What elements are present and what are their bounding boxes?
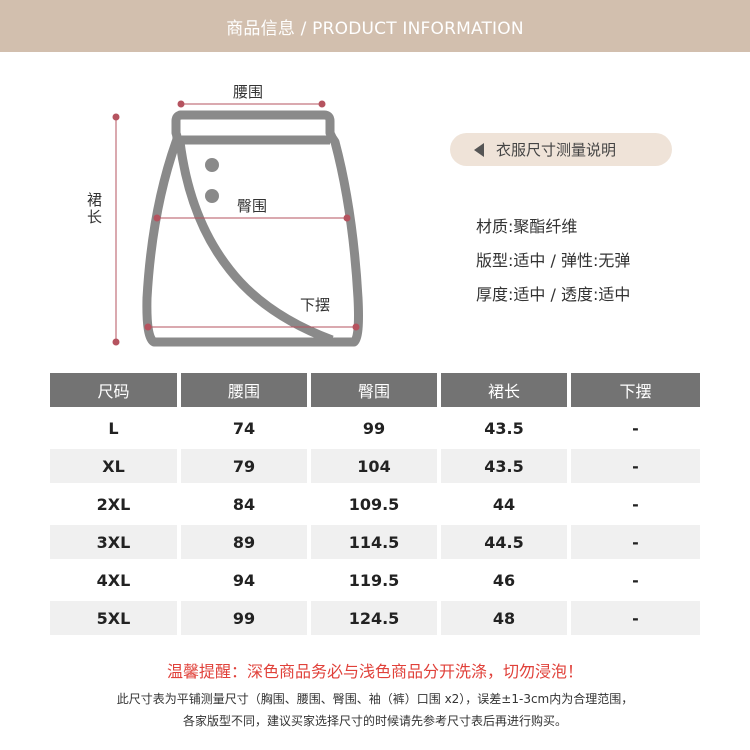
- cell-waist: 74: [232, 418, 256, 438]
- cell-length: 44.5: [441, 525, 567, 559]
- cell-hem: -: [632, 494, 639, 514]
- page-title: 商品信息 / PRODUCT INFORMATION: [226, 18, 524, 39]
- cell-length: 46: [492, 570, 516, 590]
- spec-material: 材质:聚酯纤维: [476, 217, 578, 236]
- table-row: 5XL 99 124.5 48 -: [50, 601, 700, 635]
- wrap-seam: [175, 141, 334, 345]
- purchase-note: 各家版型不同，建议买家选择尺寸的时候请先参考尺寸表后再进行购买。: [182, 714, 567, 728]
- measure-guide-label: 衣服尺寸测量说明: [496, 141, 617, 159]
- cell-hip: 119.5: [348, 570, 400, 590]
- cell-waist: 84: [232, 494, 256, 514]
- cell-waist: 89: [181, 525, 307, 559]
- cell-length: 43.5: [484, 418, 524, 438]
- spec-fit-elasticity: 版型:适中 / 弹性:无弹: [476, 251, 631, 270]
- cell-hip: 109.5: [348, 494, 400, 514]
- header-waist: 腰围: [181, 373, 307, 407]
- header-length: 裙长: [441, 373, 567, 407]
- cell-size: L: [108, 418, 119, 438]
- skirt-diagram: 腰围 臀围 下摆 裙长: [60, 70, 400, 370]
- table-row: XL 79 104 43.5 -: [50, 449, 700, 483]
- cell-hem: -: [632, 570, 639, 590]
- table-row: 2XL 84 109.5 44 -: [50, 487, 700, 521]
- cell-hem: -: [571, 601, 700, 635]
- button-icon: [205, 158, 219, 172]
- spec-thickness-transparency: 厚度:适中 / 透度:适中: [476, 285, 631, 304]
- skirt-outline-graphic: [112, 100, 363, 347]
- cell-length: 43.5: [441, 449, 567, 483]
- header-hip: 臀围: [311, 373, 437, 407]
- cell-waist: 79: [181, 449, 307, 483]
- product-specs: 材质:聚酯纤维 版型:适中 / 弹性:无弹 厚度:适中 / 透度:适中: [476, 214, 630, 316]
- header-size: 尺码: [50, 373, 177, 407]
- hip-label: 臀围: [237, 197, 268, 215]
- cell-hip: 104: [311, 449, 437, 483]
- table-row: 4XL 94 119.5 46 -: [50, 563, 700, 597]
- table-row: 3XL 89 114.5 44.5 -: [50, 525, 700, 559]
- table-header-row: 尺码 腰围 臀围 裙长 下摆: [50, 373, 700, 407]
- cell-waist: 94: [232, 570, 256, 590]
- care-warning: 温馨提醒：深色商品务必与浅色商品分开洗涤，切勿浸泡！: [166, 662, 583, 681]
- size-table: 尺码 腰围 臀围 裙长 下摆 L 74 99 43.5 - XL 79 104 …: [50, 373, 700, 639]
- cell-hip: 99: [362, 418, 386, 438]
- length-label: 裙长: [85, 192, 103, 226]
- cell-size: 5XL: [50, 601, 177, 635]
- cell-hip: 124.5: [311, 601, 437, 635]
- cell-hem: -: [571, 525, 700, 559]
- cell-size: 2XL: [96, 494, 131, 514]
- header-hem: 下摆: [571, 373, 700, 407]
- cell-hip: 114.5: [311, 525, 437, 559]
- cell-hem: -: [571, 449, 700, 483]
- cell-size: XL: [50, 449, 177, 483]
- table-row: L 74 99 43.5 -: [50, 411, 700, 445]
- cell-length: 44: [492, 494, 516, 514]
- page-header: 商品信息 / PRODUCT INFORMATION: [0, 0, 750, 52]
- cell-size: 3XL: [50, 525, 177, 559]
- hem-label: 下摆: [300, 296, 331, 314]
- cell-hem: -: [632, 418, 639, 438]
- measurement-note: 此尺寸表为平铺测量尺寸（胸围、腰围、臀围、袖（裤）口围 x2），误差±1-3cm…: [116, 692, 634, 706]
- button-icon: [205, 189, 219, 203]
- left-arrow-icon: [474, 142, 484, 157]
- cell-length: 48: [441, 601, 567, 635]
- measure-guide-button[interactable]: 衣服尺寸测量说明: [450, 133, 672, 166]
- cell-size: 4XL: [96, 570, 131, 590]
- waist-label: 腰围: [233, 83, 264, 101]
- cell-waist: 99: [181, 601, 307, 635]
- skirt-outline: [142, 110, 363, 347]
